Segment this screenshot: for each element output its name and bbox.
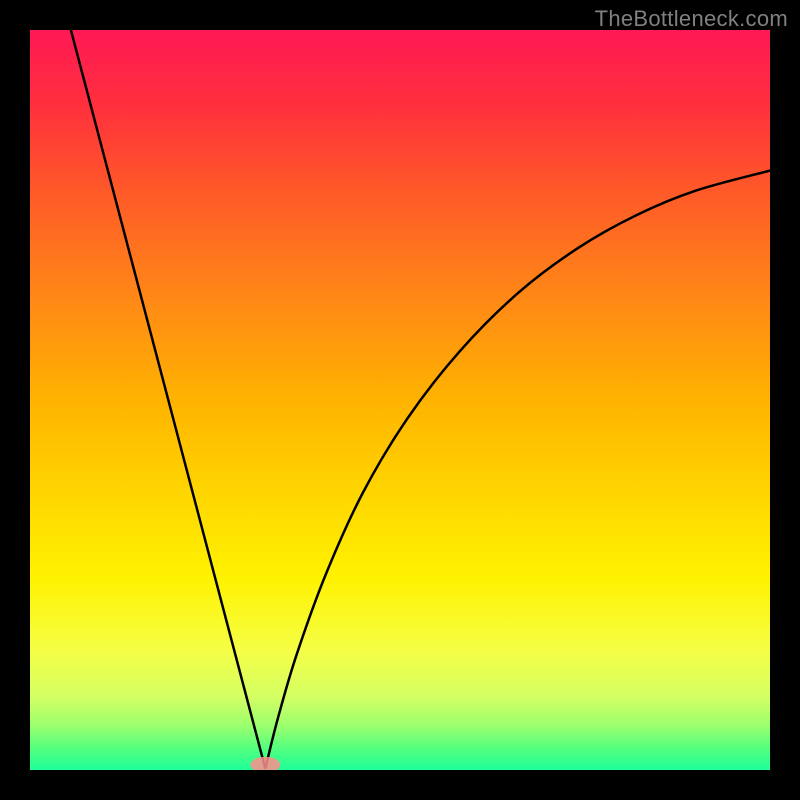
watermark-text: TheBottleneck.com xyxy=(595,6,788,32)
plot-svg xyxy=(30,30,770,770)
plot-area xyxy=(30,30,770,770)
plot-background xyxy=(30,30,770,770)
chart-frame: TheBottleneck.com xyxy=(0,0,800,800)
